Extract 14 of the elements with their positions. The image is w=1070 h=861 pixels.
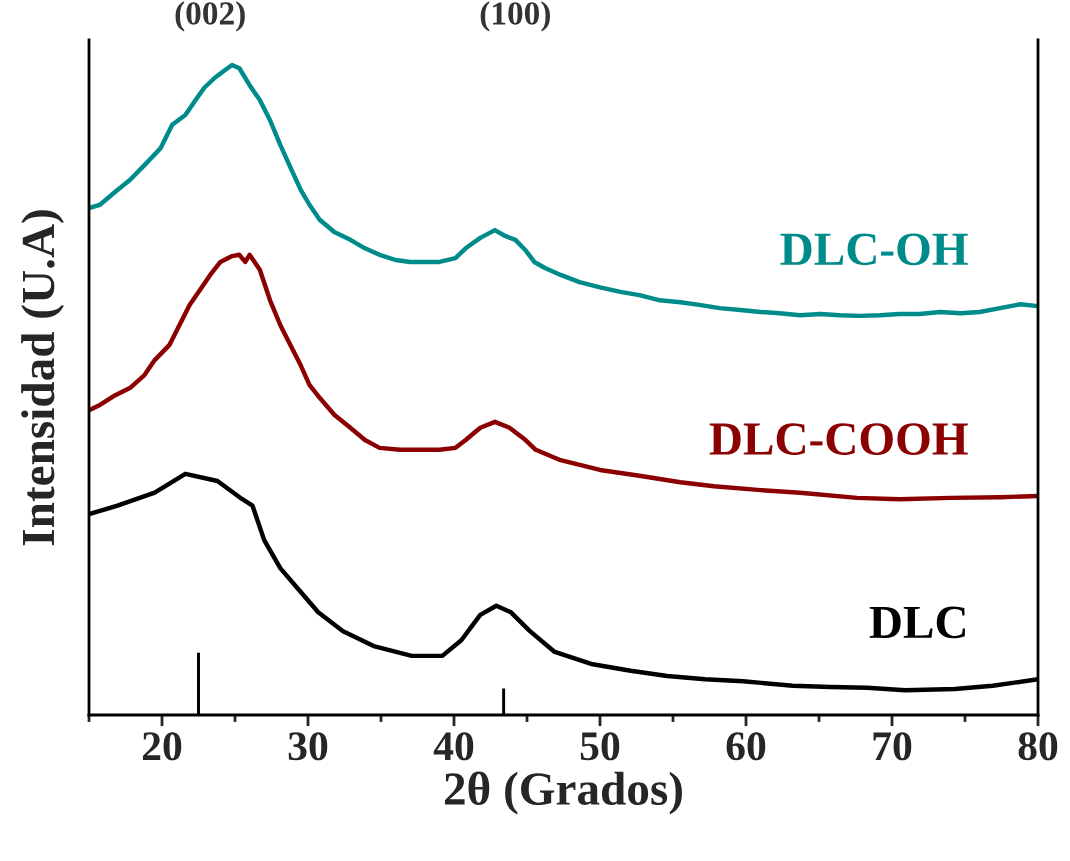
text: (100)	[480, 1, 550, 32]
x-axis-title: 2θ (Grados)	[444, 771, 682, 815]
y-axis-title: Intensidad (U.A)	[21, 210, 64, 546]
x-tick-label: 30	[288, 732, 328, 761]
x-tick-label: 20	[142, 732, 182, 761]
x-tick-label: 80	[1018, 732, 1058, 761]
text: (002)	[175, 1, 245, 32]
x-tick-label: 50	[580, 732, 620, 761]
x-tick-label: 60	[726, 732, 766, 761]
x-tick-label: 70	[873, 732, 912, 761]
series-label: DLC-OH	[780, 233, 968, 266]
series-label: DLC	[869, 606, 965, 639]
x-tick-label: 40	[433, 732, 474, 761]
series-label: DLC-COOH	[709, 423, 968, 455]
